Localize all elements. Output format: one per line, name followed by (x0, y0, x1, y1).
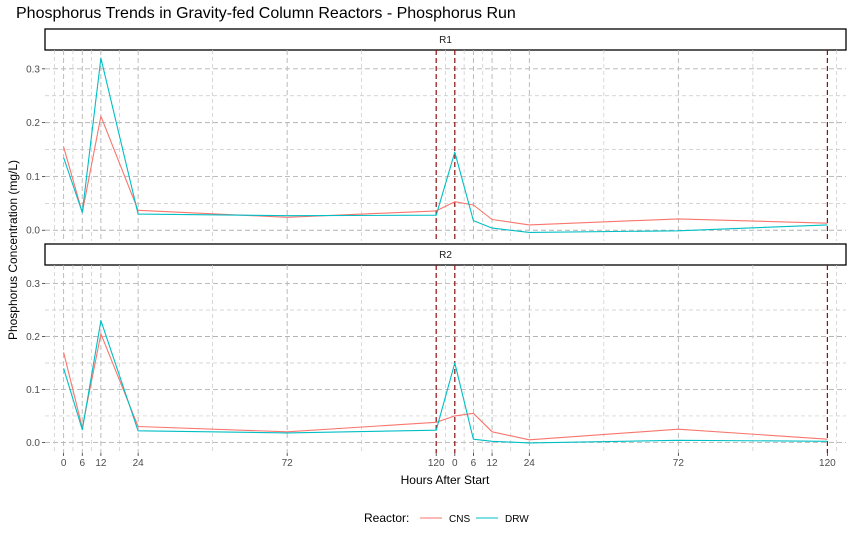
x-tick-label: 6 (471, 458, 477, 469)
x-tick-label: 12 (487, 458, 499, 469)
facet-panel-r2: R2 0.0 0.1 0.2 0.3 (26, 243, 847, 453)
series-line-drw (63, 320, 828, 444)
x-axis-title: Hours After Start (401, 473, 490, 487)
x-tick-label: 72 (282, 458, 294, 469)
x-tick-label: 24 (133, 458, 145, 469)
x-tick-label: 0 (452, 458, 458, 469)
y-tick-label: 0.3 (26, 64, 40, 75)
legend-label-drw: DRW (505, 514, 529, 525)
series-line-cns (63, 333, 828, 441)
x-tick-label: 0 (61, 458, 67, 469)
facet-strip-label: R1 (439, 35, 452, 46)
series-line-drw (63, 57, 828, 233)
x-tick-label: 12 (95, 458, 107, 469)
x-tick-label: 24 (524, 458, 536, 469)
y-tick-label: 0.0 (26, 226, 40, 237)
y-tick-label: 0.1 (26, 172, 40, 183)
x-axis: 0 6 12 24 72 120 0 6 12 24 72 120 (61, 453, 836, 469)
chart-title: Phosphorus Trends in Gravity-fed Column … (16, 5, 516, 22)
y-tick-label: 0.3 (26, 279, 40, 290)
x-tick-label: 6 (79, 458, 85, 469)
y-tick-label: 0.2 (26, 118, 40, 129)
x-tick-label: 120 (819, 458, 836, 469)
y-axis-title: Phosphorus Concentration (mg/L) (6, 160, 20, 340)
facet-strip-label: R2 (439, 250, 452, 261)
facet-panels: R1 0.0 0.1 0.2 0.3 R2 0.0 0.1 0.2 0.3 (26, 28, 847, 453)
series-line-cns (63, 115, 828, 226)
x-tick-label: 120 (428, 458, 445, 469)
facet-panel-r1: R1 0.0 0.1 0.2 0.3 (26, 28, 847, 241)
legend: Reactor: CNS DRW (364, 511, 529, 525)
x-tick-label: 72 (673, 458, 685, 469)
y-tick-label: 0.0 (26, 438, 40, 449)
y-tick-label: 0.2 (26, 332, 40, 343)
legend-title: Reactor: (364, 511, 409, 525)
legend-label-cns: CNS (449, 514, 470, 525)
y-tick-label: 0.1 (26, 385, 40, 396)
